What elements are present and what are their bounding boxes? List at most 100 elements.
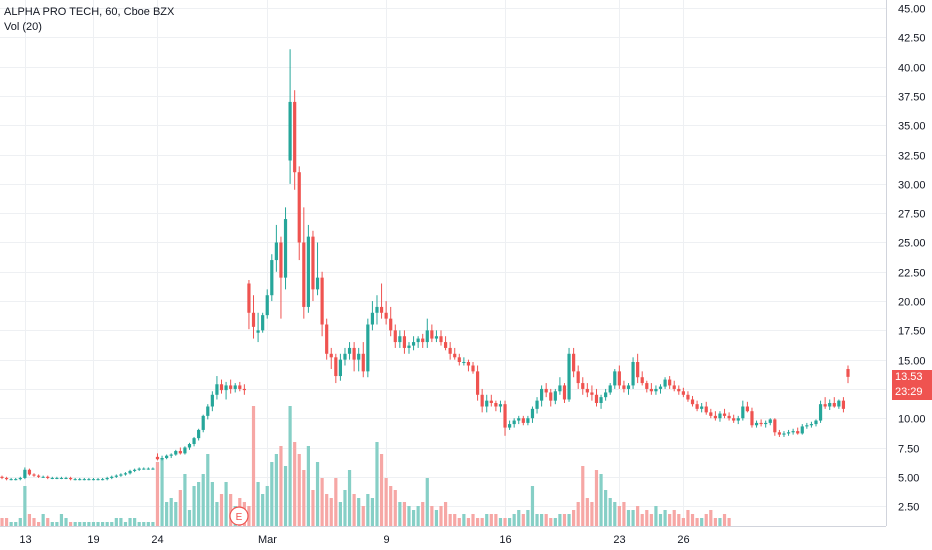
- candle: [462, 357, 466, 366]
- candle: [242, 384, 246, 395]
- candle: [448, 342, 452, 360]
- candle: [544, 383, 548, 398]
- candle-body: [475, 371, 480, 395]
- candle: [727, 412, 731, 421]
- volume-bar: [379, 454, 384, 526]
- candle: [754, 420, 759, 428]
- time-tick-label: 24: [151, 534, 163, 546]
- candle: [507, 420, 512, 430]
- volume-bar: [366, 494, 370, 526]
- volume-bar: [183, 474, 187, 526]
- candle: [407, 342, 411, 354]
- candle: [46, 475, 50, 480]
- candle-body: [366, 324, 370, 372]
- candle: [219, 379, 224, 394]
- candle-body: [91, 479, 96, 481]
- candle: [590, 385, 594, 401]
- price-tick-label: 45.00: [898, 4, 926, 16]
- volume-bar: [361, 506, 365, 526]
- earnings-marker[interactable]: E: [229, 506, 249, 526]
- candle-body: [700, 406, 704, 409]
- candle-body: [503, 404, 507, 428]
- candle: [110, 475, 114, 480]
- candle-body: [540, 388, 544, 401]
- candle-body: [686, 394, 690, 400]
- time-tick-label: 26: [677, 534, 689, 546]
- candle: [4, 476, 9, 481]
- volume-bar: [425, 478, 429, 526]
- candle-body: [814, 420, 818, 425]
- price-tick-label: 35.00: [898, 121, 926, 133]
- volume-bar: [690, 514, 695, 526]
- volume-bar: [507, 518, 512, 526]
- candle-body: [334, 357, 338, 377]
- volume-bar: [297, 454, 301, 526]
- volume-bar: [398, 502, 402, 526]
- candle: [32, 473, 36, 477]
- candle: [736, 415, 740, 425]
- candle-body: [466, 361, 471, 366]
- volume-bar: [146, 522, 150, 526]
- volume-bar: [581, 466, 585, 526]
- volume-bar: [686, 510, 690, 526]
- candle-body: [36, 475, 41, 477]
- volume-bar: [270, 462, 274, 526]
- candle: [649, 383, 653, 395]
- volume-bar: [517, 510, 521, 526]
- time-axis[interactable]: 13 19 24 Mar 9 16 23 26: [19, 534, 689, 546]
- candle-body: [448, 347, 452, 354]
- candle-body: [242, 388, 246, 391]
- volume-indicator-label[interactable]: Vol (20): [4, 21, 42, 33]
- candle: [55, 476, 59, 480]
- candle: [59, 476, 64, 480]
- candle: [96, 477, 100, 481]
- candle-body: [786, 432, 791, 434]
- candle: [297, 166, 301, 261]
- candle-body: [818, 404, 823, 421]
- volume-bar: [668, 514, 672, 526]
- candle-body: [453, 353, 457, 358]
- candle: [229, 379, 233, 394]
- candle: [165, 454, 169, 460]
- candle: [192, 436, 196, 447]
- candle-body: [32, 474, 36, 476]
- volume-bar: [713, 518, 717, 526]
- candle: [576, 365, 580, 389]
- candle: [745, 401, 749, 413]
- price-tick-label: 10.00: [898, 414, 926, 426]
- volume-bar: [411, 510, 416, 526]
- volume-bar: [50, 522, 54, 526]
- price-tick-label: 42.50: [898, 33, 926, 45]
- volume-bar: [677, 514, 681, 526]
- volume-bar: [512, 514, 516, 526]
- candle-body: [251, 312, 256, 327]
- candle-body: [425, 330, 429, 343]
- volume-bar: [521, 514, 525, 526]
- candle-body: [68, 477, 73, 480]
- candle: [581, 377, 585, 395]
- volume-bar: [544, 514, 548, 526]
- candle-body: [178, 451, 182, 454]
- volume-bar: [471, 514, 475, 526]
- price-axis[interactable]: 2.505.007.5010.0012.5015.0017.5020.0022.…: [898, 4, 926, 514]
- volume-bar: [562, 514, 567, 526]
- candle-body: [297, 172, 301, 243]
- candle-body: [430, 330, 434, 339]
- volume-bar: [224, 482, 228, 526]
- candle: [823, 397, 827, 409]
- candle-body: [649, 388, 653, 392]
- time-tick-label: 16: [499, 534, 511, 546]
- candle: [786, 429, 791, 436]
- candle-body: [736, 418, 740, 421]
- candle-body: [622, 385, 626, 389]
- volume-bar: [197, 482, 201, 526]
- candle-body: [73, 479, 77, 481]
- candle: [494, 400, 498, 412]
- candle-body: [828, 402, 832, 407]
- symbol-title[interactable]: ALPHA PRO TECH, 60, Cboe BZX: [4, 6, 175, 18]
- candle-body: [142, 468, 146, 470]
- volume-bar: [343, 490, 347, 526]
- volume-bar: [416, 506, 420, 526]
- candle-body: [841, 400, 846, 409]
